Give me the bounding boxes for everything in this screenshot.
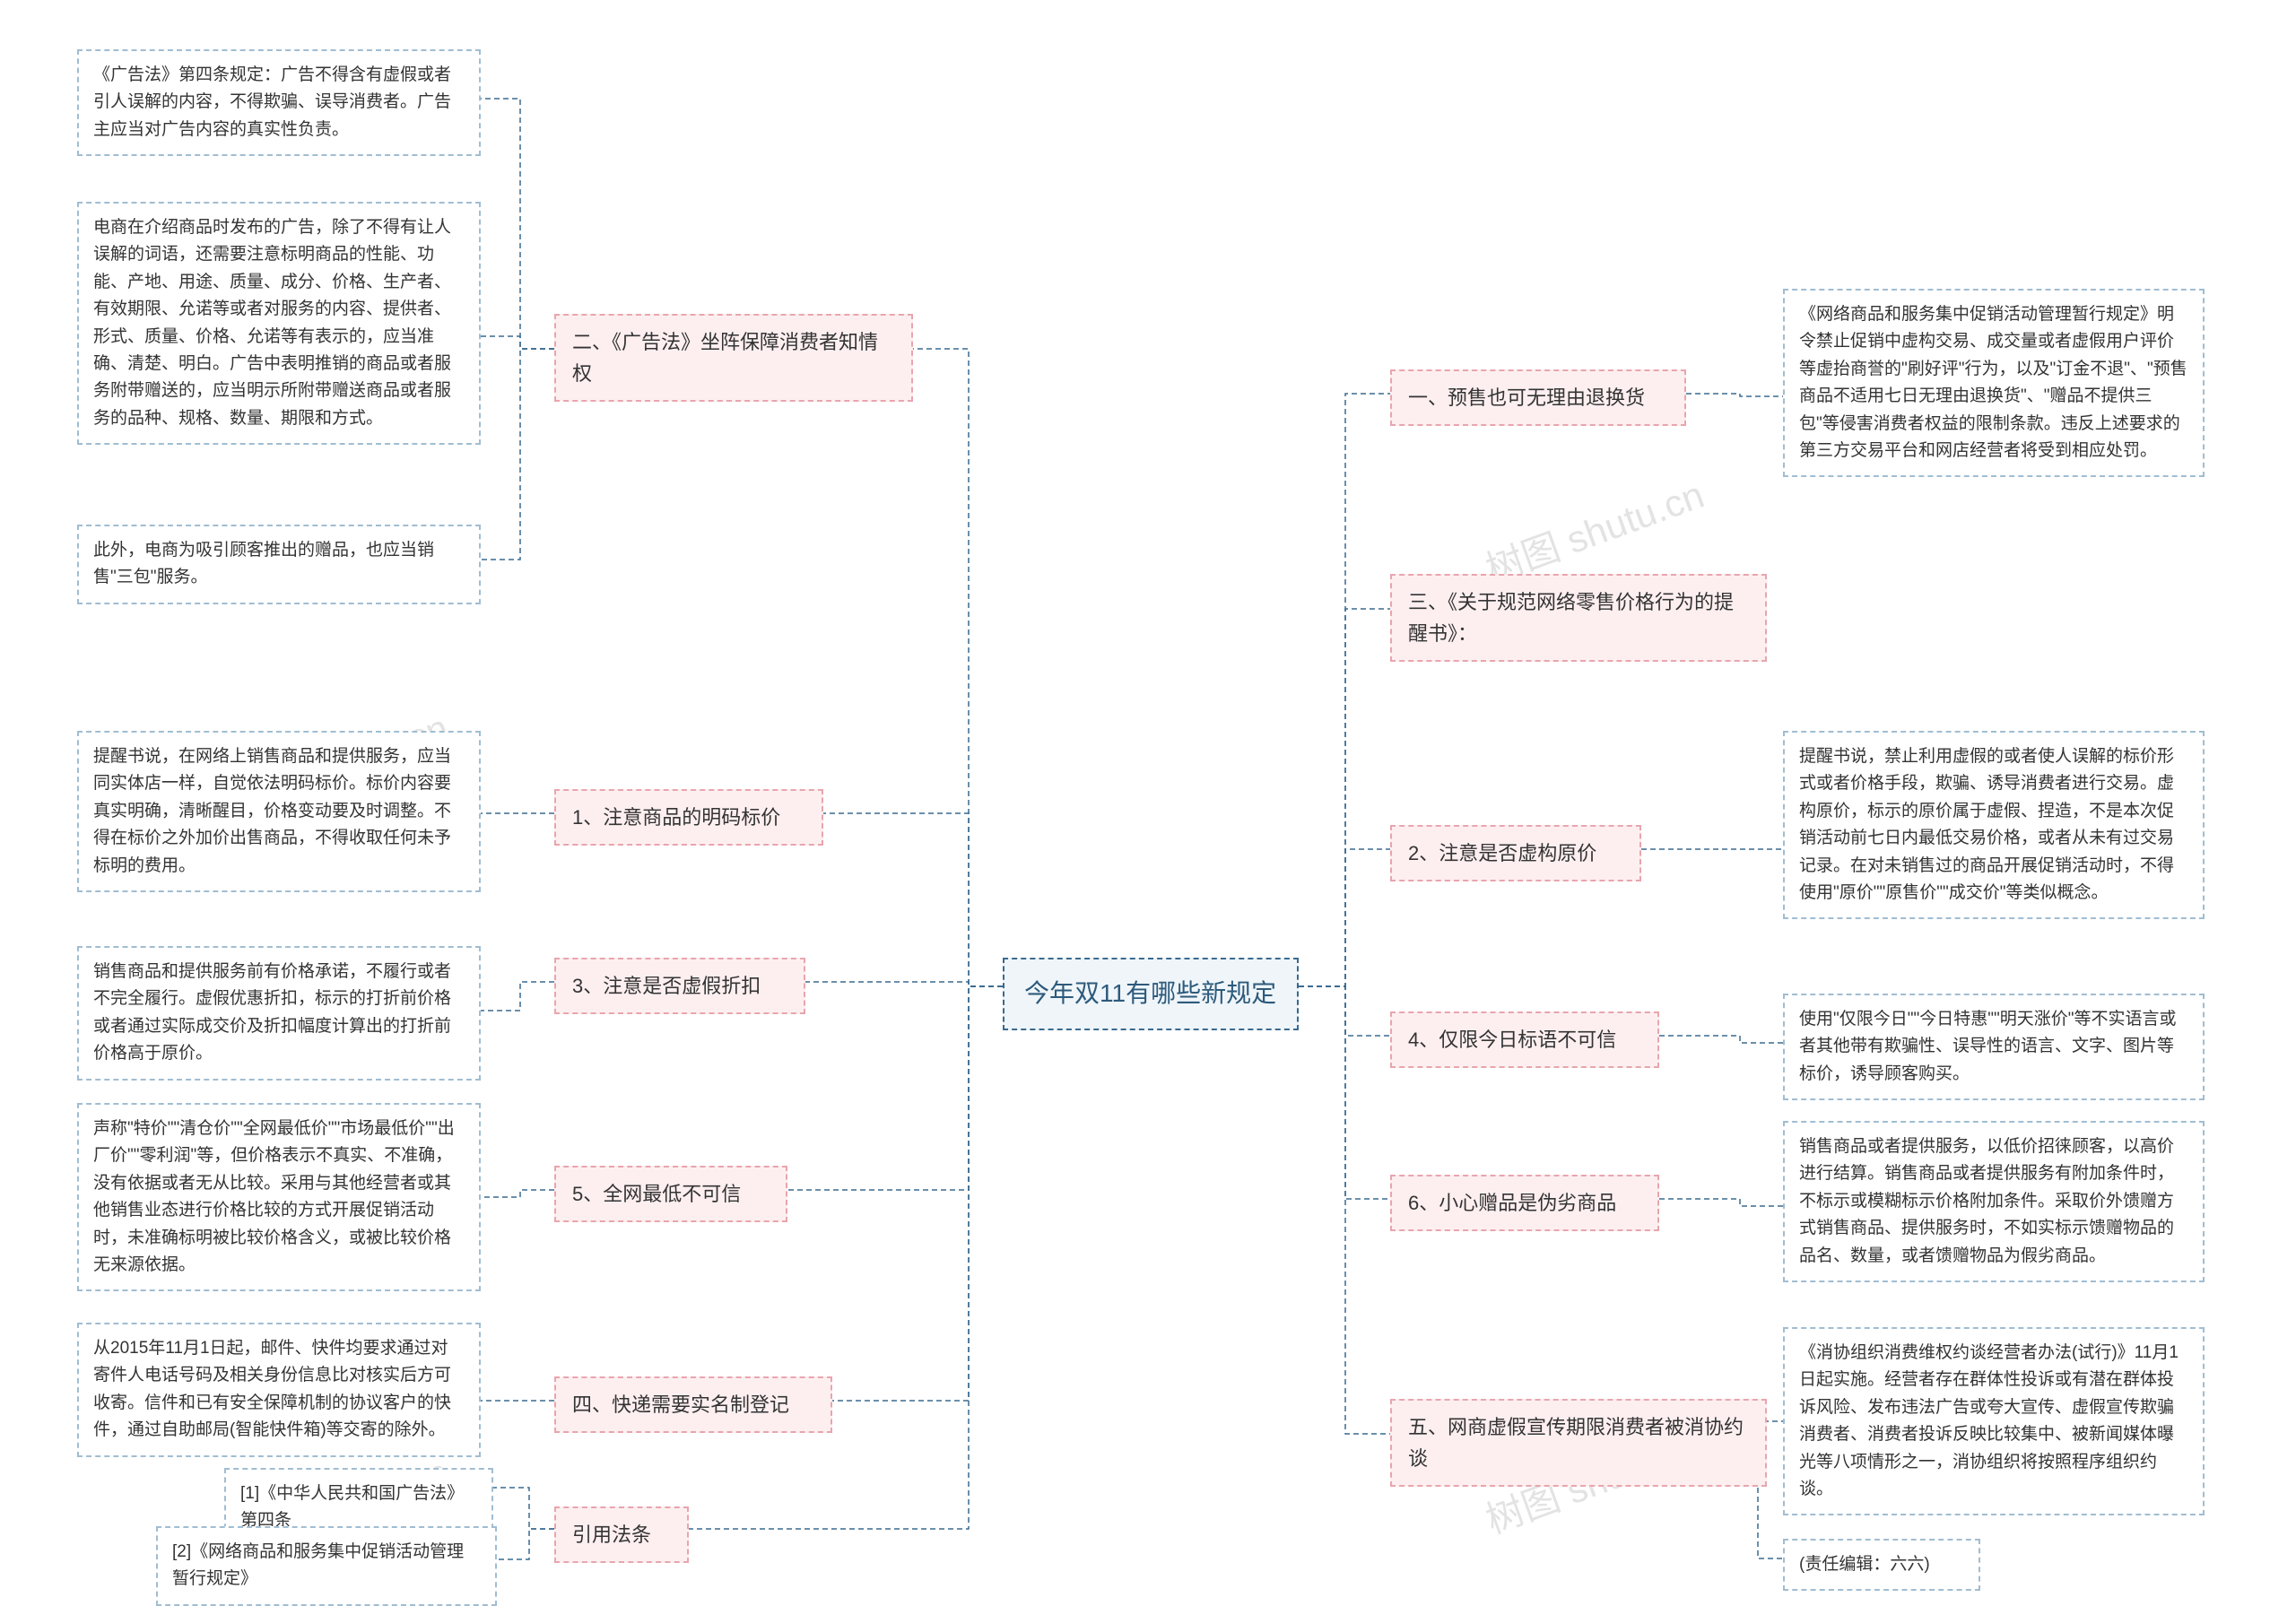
branch-left-3: 3、注意是否虚假折扣 [554, 958, 805, 1014]
leaf-L6b: [2]《网络商品和服务集中促销活动管理暂行规定》 [156, 1526, 497, 1606]
leaf-R1a: 《网络商品和服务集中促销活动管理暂行规定》明令禁止促销中虚构交易、成交量或者虚假… [1783, 289, 2205, 477]
branch-right-1: 一、预售也可无理由退换货 [1390, 369, 1686, 426]
branch-right-4: 4、仅限今日标语不可信 [1390, 1011, 1659, 1068]
branch-left-5: 四、快递需要实名制登记 [554, 1376, 832, 1433]
branch-left-2: 1、注意商品的明码标价 [554, 789, 823, 846]
mindmap-root: 今年双11有哪些新规定 [1003, 958, 1299, 1030]
leaf-L3a: 销售商品和提供服务前有价格承诺，不履行或者不完全履行。虚假优惠折扣，标示的打折前… [77, 946, 481, 1081]
leaf-R3a: 提醒书说，禁止利用虚假的或者使人误解的标价形式或者价格手段，欺骗、诱导消费者进行… [1783, 731, 2205, 919]
leaf-L1b: 电商在介绍商品时发布的广告，除了不得有让人误解的词语，还需要注意标明商品的性能、… [77, 202, 481, 445]
leaf-L1a: 《广告法》第四条规定：广告不得含有虚假或者引人误解的内容，不得欺骗、误导消费者。… [77, 49, 481, 156]
leaf-R5a: 销售商品或者提供服务，以低价招徕顾客，以高价进行结算。销售商品或者提供服务有附加… [1783, 1121, 2205, 1282]
leaf-R6b: (责任编辑：六六) [1783, 1539, 1980, 1591]
branch-right-5: 6、小心赠品是伪劣商品 [1390, 1175, 1659, 1231]
branch-right-6: 五、网商虚假宣传期限消费者被消协约谈 [1390, 1399, 1767, 1487]
branch-right-3: 2、注意是否虚构原价 [1390, 825, 1641, 881]
branch-left-1: 二、《广告法》坐阵保障消费者知情权 [554, 314, 913, 402]
leaf-L1c: 此外，电商为吸引顾客推出的赠品，也应当销售"三包"服务。 [77, 525, 481, 604]
leaf-L2a: 提醒书说，在网络上销售商品和提供服务，应当同实体店一样，自觉依法明码标价。标价内… [77, 731, 481, 892]
branch-left-6: 引用法条 [554, 1506, 689, 1563]
leaf-R4a: 使用"仅限今日""今日特惠""明天涨价"等不实语言或者其他带有欺骗性、误导性的语… [1783, 994, 2205, 1100]
leaf-L4a: 声称"特价""清仓价""全网最低价""市场最低价""出厂价""零利润"等，但价格… [77, 1103, 481, 1291]
leaf-R6a: 《消协组织消费维权约谈经营者办法(试行)》11月1日起实施。经营者存在群体性投诉… [1783, 1327, 2205, 1515]
leaf-L5a: 从2015年11月1日起，邮件、快件均要求通过对寄件人电话号码及相关身份信息比对… [77, 1323, 481, 1457]
branch-right-2: 三、《关于规范网络零售价格行为的提醒书》： [1390, 574, 1767, 662]
branch-left-4: 5、全网最低不可信 [554, 1166, 787, 1222]
